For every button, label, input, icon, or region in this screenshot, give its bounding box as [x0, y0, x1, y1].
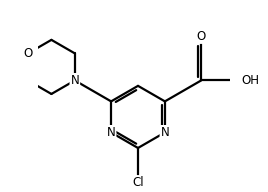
- Text: N: N: [107, 126, 116, 139]
- Text: Cl: Cl: [132, 176, 144, 189]
- Text: O: O: [23, 47, 33, 60]
- Text: N: N: [161, 126, 169, 139]
- Text: OH: OH: [241, 74, 259, 87]
- Text: O: O: [196, 30, 206, 43]
- Text: N: N: [70, 74, 79, 87]
